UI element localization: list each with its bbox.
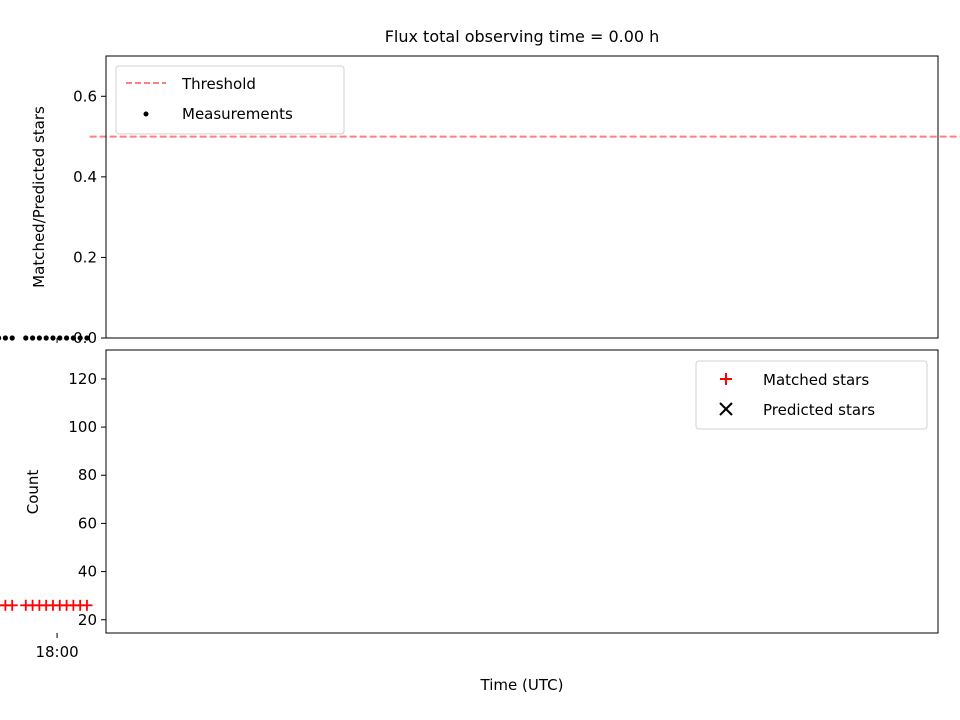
measurement-point <box>23 335 29 341</box>
top-axes-frame <box>105 55 939 339</box>
predicted-legend-swatch <box>719 402 733 416</box>
top-x-ticks <box>56 338 58 343</box>
measurement-point <box>84 335 90 341</box>
measurement-point <box>50 335 56 341</box>
bottom-panel: 20 40 60 80 100 120 18:0020:0022:0000:0002:00… <box>0 349 939 694</box>
measurements-legend-swatch <box>143 111 149 117</box>
bottom-plot-area <box>0 599 93 611</box>
matched-legend-label: Matched stars <box>763 371 869 389</box>
top-y-tick-label: 0.4 <box>73 168 97 186</box>
measurement-point <box>77 335 83 341</box>
top-panel: Flux total observing time = 0.00 h 0.00.… <box>0 27 960 347</box>
top-y-ticks: 0.0 0.2 0.4 0.6 <box>73 87 106 347</box>
top-y-axis-label: Matched/Predicted stars <box>30 106 48 288</box>
bottom-x-ticks: 18:0020:0022:0000:0002:0004:0006:00 <box>35 633 79 661</box>
matched-star-point <box>0 604 5 607</box>
matched-star-point <box>20 599 32 611</box>
top-plot-area <box>0 135 960 341</box>
bottom-y-ticks: 20 40 60 80 100 120 <box>68 370 106 629</box>
bottom-legend: Matched stars Predicted stars <box>695 360 928 430</box>
measurement-point <box>9 335 15 341</box>
bottom-y-tick-label: 80 <box>78 466 97 484</box>
measurement-point <box>0 335 2 341</box>
bottom-legend-box <box>695 360 928 430</box>
bottom-y-tick-label: 120 <box>68 370 97 388</box>
threshold-legend-label: Threshold <box>181 75 256 93</box>
top-legend-box <box>115 65 345 135</box>
bottom-axes-frame <box>105 349 939 634</box>
x-axis-label: Time (UTC) <box>480 676 564 694</box>
bottom-y-tick-label: 20 <box>78 611 97 629</box>
bottom-y-axis-label: Count <box>24 470 42 515</box>
measurement-point <box>29 335 36 341</box>
bottom-y-tick-label: 60 <box>78 514 97 532</box>
bottom-x-tick-label: 18:00 <box>35 643 78 661</box>
top-y-tick-label: 0.2 <box>73 248 97 266</box>
top-y-tick-label: 0.6 <box>73 87 97 105</box>
top-y-tick-label: 0.0 <box>73 329 97 347</box>
top-chart-title: Flux total observing time = 0.00 h <box>385 27 660 46</box>
matched-legend-swatch <box>720 373 732 385</box>
measurement-point <box>36 335 42 341</box>
measurement-point <box>57 335 63 341</box>
bottom-y-tick-label: 40 <box>78 563 97 581</box>
bottom-y-tick-label: 100 <box>68 418 97 436</box>
measurement-point <box>43 335 49 341</box>
measurement-point <box>63 335 70 341</box>
measurements-legend-label: Measurements <box>182 105 293 123</box>
measurement-point <box>70 335 76 341</box>
measurement-point <box>2 335 8 341</box>
top-legend: Threshold Measurements <box>115 65 345 135</box>
predicted-legend-label: Predicted stars <box>763 401 875 419</box>
